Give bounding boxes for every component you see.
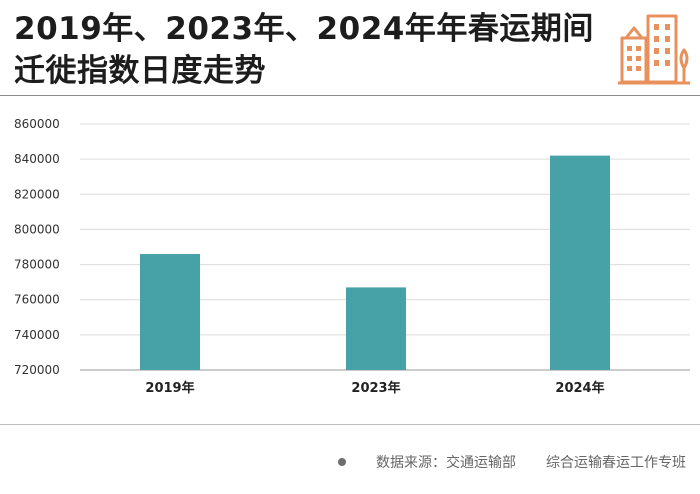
y-tick-label: 840000 — [14, 152, 60, 166]
bar-chart: 720000 740000 760000 780000 800000 820000 8400… — [14, 117, 690, 396]
x-tick-label: 2024年 — [555, 380, 604, 396]
y-tick-label: 860000 — [14, 117, 60, 131]
x-tick-label: 2023年 — [351, 380, 400, 396]
y-tick-label: 760000 — [14, 293, 60, 307]
y-tick-label: 820000 — [14, 187, 60, 201]
y-tick-label: 740000 — [14, 328, 60, 342]
city-buildings-icon — [618, 14, 690, 85]
header-divider — [0, 95, 700, 96]
bar — [550, 155, 610, 370]
source-note: 数据来源：交通运输部 综合运输春运工作专班 — [338, 452, 686, 472]
bar — [140, 254, 200, 370]
y-tick-label: 800000 — [14, 222, 60, 236]
source-label: 数据来源：交通运输部 — [376, 455, 516, 471]
x-tick-label: 2019年 — [145, 380, 194, 396]
source-org: 综合运输春运工作专班 — [546, 455, 686, 471]
bullet-dot-icon — [338, 458, 346, 466]
footer-divider — [0, 424, 700, 425]
bar — [346, 287, 406, 370]
y-tick-label: 720000 — [14, 363, 60, 377]
page-title: 2019年、2023年、2024年年春运期间迁徙指数日度走势 — [14, 11, 594, 89]
y-tick-label: 780000 — [14, 258, 60, 272]
